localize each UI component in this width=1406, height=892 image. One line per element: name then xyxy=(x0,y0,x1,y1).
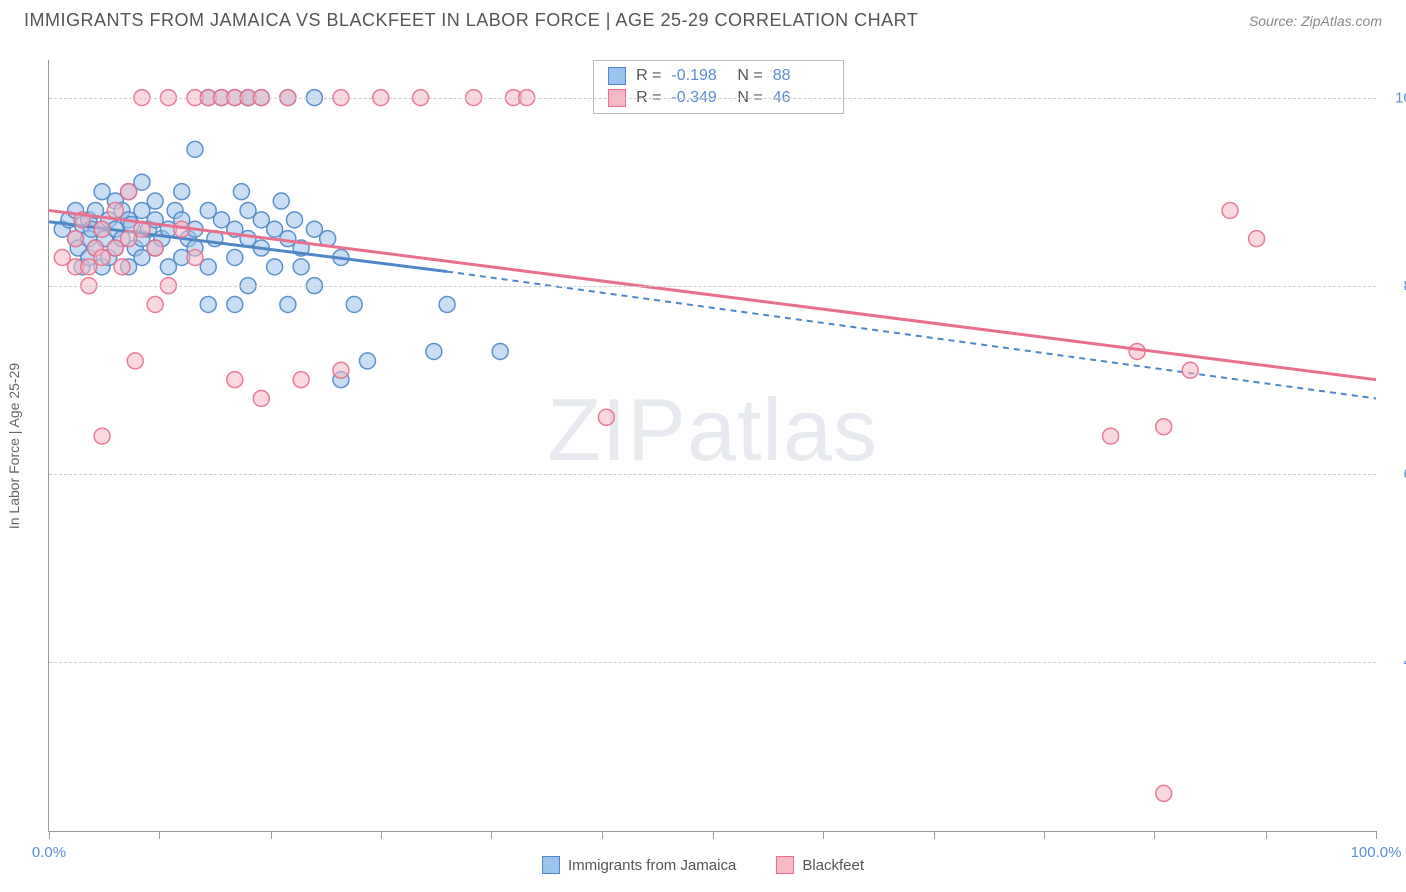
data-point xyxy=(1103,428,1119,444)
stat-label-r: R = xyxy=(636,67,661,85)
data-point xyxy=(147,296,163,312)
source-attribution: Source: ZipAtlas.com xyxy=(1249,13,1382,29)
chart-title: IMMIGRANTS FROM JAMAICA VS BLACKFEET IN … xyxy=(24,10,918,31)
regression-line xyxy=(49,210,1376,379)
data-point xyxy=(187,249,203,265)
data-point xyxy=(107,202,123,218)
stat-label-n: N = xyxy=(737,67,762,85)
data-point xyxy=(439,296,455,312)
data-point xyxy=(1156,785,1172,801)
data-point xyxy=(286,212,302,228)
y-tick-label: 60.0% xyxy=(1386,465,1406,482)
scatter-plot-svg xyxy=(49,60,1376,831)
data-point xyxy=(174,184,190,200)
data-point xyxy=(1249,231,1265,247)
grid-line xyxy=(49,474,1376,475)
data-point xyxy=(346,296,362,312)
x-tick xyxy=(1376,831,1377,839)
y-tick-label: 40.0% xyxy=(1386,653,1406,670)
bottom-legend: Immigrants from Jamaica Blackfeet xyxy=(0,856,1406,874)
data-point xyxy=(147,193,163,209)
grid-line xyxy=(49,286,1376,287)
data-point xyxy=(333,362,349,378)
legend-item: Immigrants from Jamaica xyxy=(542,856,736,874)
x-tick xyxy=(1044,831,1045,839)
data-point xyxy=(280,296,296,312)
stats-legend-box: R =-0.198N =88R =-0.349N =46 xyxy=(593,60,844,114)
legend-label: Blackfeet xyxy=(802,857,864,874)
data-point xyxy=(94,221,110,237)
x-tick xyxy=(491,831,492,839)
stat-value-n: 88 xyxy=(773,67,829,85)
data-point xyxy=(200,296,216,312)
legend-swatch xyxy=(608,67,626,85)
grid-line xyxy=(49,662,1376,663)
source-link[interactable]: ZipAtlas.com xyxy=(1301,13,1382,29)
x-tick xyxy=(823,831,824,839)
x-tick xyxy=(934,831,935,839)
x-tick xyxy=(1154,831,1155,839)
stats-legend-row: R = -0.198 N = 88 xyxy=(608,65,829,87)
data-point xyxy=(598,409,614,425)
data-point xyxy=(1156,419,1172,435)
data-point xyxy=(267,259,283,275)
legend-swatch xyxy=(542,856,560,874)
data-point xyxy=(94,428,110,444)
x-tick xyxy=(381,831,382,839)
chart-plot-area: ZIPatlas R =-0.198N =88R =-0.349N =46 40… xyxy=(48,60,1376,832)
x-tick xyxy=(602,831,603,839)
data-point xyxy=(426,343,442,359)
stat-value-r: -0.198 xyxy=(671,67,727,85)
y-axis-label: In Labor Force | Age 25-29 xyxy=(6,363,22,529)
source-label: Source: xyxy=(1249,13,1297,29)
data-point xyxy=(127,353,143,369)
data-point xyxy=(253,390,269,406)
legend-item: Blackfeet xyxy=(776,856,864,874)
data-point xyxy=(227,372,243,388)
legend-swatch xyxy=(776,856,794,874)
data-point xyxy=(273,193,289,209)
data-point xyxy=(293,259,309,275)
data-point xyxy=(114,259,130,275)
data-point xyxy=(227,249,243,265)
data-point xyxy=(147,240,163,256)
data-point xyxy=(1129,343,1145,359)
data-point xyxy=(121,184,137,200)
y-tick-label: 80.0% xyxy=(1386,277,1406,294)
data-point xyxy=(492,343,508,359)
x-tick xyxy=(713,831,714,839)
data-point xyxy=(68,231,84,247)
legend-label: Immigrants from Jamaica xyxy=(568,857,736,874)
data-point xyxy=(227,296,243,312)
x-tick xyxy=(159,831,160,839)
data-point xyxy=(187,141,203,157)
data-point xyxy=(1182,362,1198,378)
y-tick-label: 100.0% xyxy=(1386,89,1406,106)
x-tick xyxy=(271,831,272,839)
data-point xyxy=(1222,202,1238,218)
grid-line xyxy=(49,98,1376,99)
x-tick xyxy=(1266,831,1267,839)
data-point xyxy=(293,372,309,388)
regression-line-extrapolated xyxy=(447,272,1376,399)
x-tick xyxy=(49,831,50,839)
data-point xyxy=(359,353,375,369)
data-point xyxy=(233,184,249,200)
